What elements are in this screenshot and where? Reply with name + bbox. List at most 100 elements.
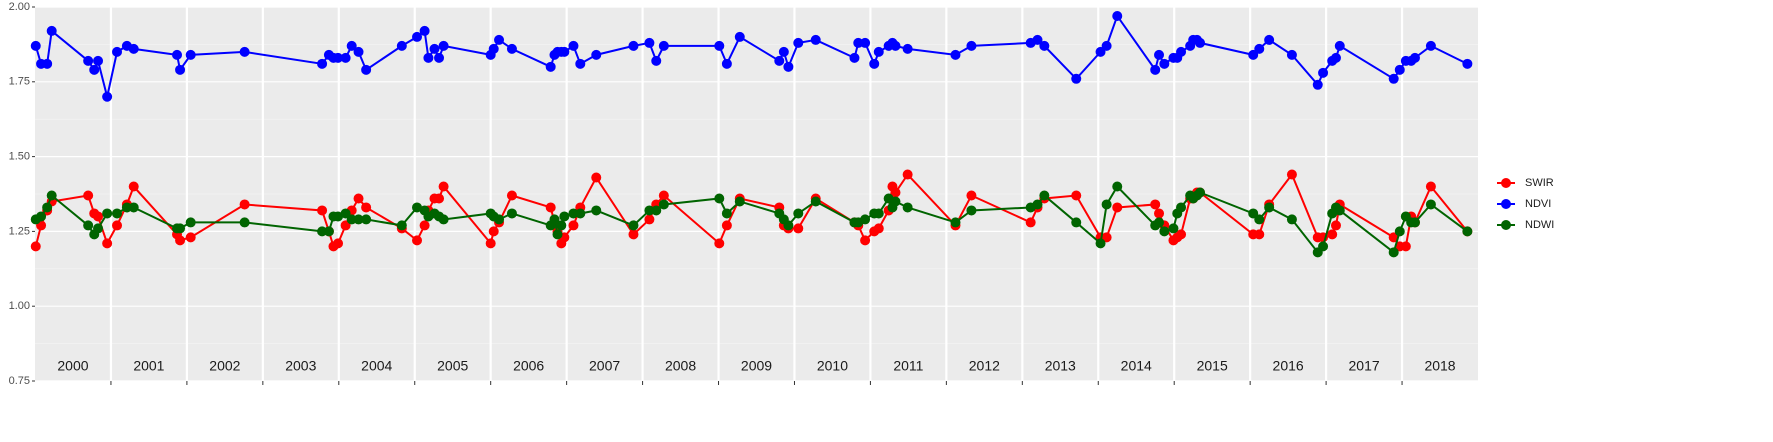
point: [734, 196, 745, 207]
point: [396, 40, 407, 51]
point: [46, 25, 57, 36]
point: [1425, 199, 1436, 210]
point: [1425, 40, 1436, 51]
point: [93, 211, 104, 222]
point: [1195, 187, 1206, 198]
point: [890, 187, 901, 198]
point: [333, 238, 344, 249]
point: [83, 220, 94, 231]
point: [810, 34, 821, 45]
y-tick-label: 0.75: [9, 375, 30, 387]
point: [849, 52, 860, 63]
point: [1159, 226, 1170, 237]
point: [860, 37, 871, 48]
year-label: 2004: [361, 358, 392, 374]
point: [434, 193, 445, 204]
year-label: 2003: [285, 358, 316, 374]
point: [1286, 169, 1297, 180]
point: [353, 46, 364, 57]
point: [1176, 229, 1187, 240]
point: [361, 202, 372, 213]
point: [121, 202, 132, 213]
point: [1071, 217, 1082, 228]
point: [1071, 73, 1082, 84]
point: [102, 208, 113, 219]
legend-label: NDWI: [1525, 219, 1554, 231]
point: [651, 205, 662, 216]
y-tick-label: 1.25: [9, 225, 30, 237]
year-label: 2017: [1349, 358, 1380, 374]
point: [83, 190, 94, 201]
point: [1150, 199, 1161, 210]
point: [1101, 199, 1112, 210]
point: [1318, 67, 1329, 78]
point: [175, 235, 186, 246]
point: [30, 241, 41, 252]
y-tick-label: 1.00: [9, 300, 30, 312]
point: [714, 238, 725, 249]
point: [1032, 199, 1043, 210]
point: [902, 169, 913, 180]
point: [438, 181, 449, 192]
point: [42, 202, 53, 213]
year-label: 2008: [665, 358, 696, 374]
point: [1334, 40, 1345, 51]
point: [1168, 223, 1179, 234]
point: [1032, 34, 1043, 45]
point: [333, 211, 344, 222]
point: [1101, 40, 1112, 51]
point: [644, 205, 655, 216]
point: [506, 190, 517, 201]
point: [873, 208, 884, 219]
point: [860, 214, 871, 225]
point: [1039, 40, 1050, 51]
point: [361, 214, 372, 225]
point: [1071, 190, 1082, 201]
point: [317, 205, 328, 216]
point: [902, 43, 913, 54]
legend-label: SWIR: [1525, 177, 1554, 189]
point: [333, 52, 344, 63]
point: [1254, 229, 1265, 240]
point: [853, 37, 864, 48]
point: [658, 199, 669, 210]
point: [966, 190, 977, 201]
year-label: 2009: [741, 358, 772, 374]
point: [419, 25, 430, 36]
year-label: 2016: [1273, 358, 1304, 374]
point: [1334, 205, 1345, 216]
point: [545, 61, 556, 72]
year-label: 2000: [57, 358, 88, 374]
point: [317, 226, 328, 237]
point: [1112, 10, 1123, 21]
point: [488, 43, 499, 54]
point: [112, 208, 123, 219]
point: [721, 58, 732, 69]
point: [353, 214, 364, 225]
point: [1095, 238, 1106, 249]
legend-label: NDVI: [1525, 198, 1551, 210]
point: [346, 214, 357, 225]
point: [185, 232, 196, 243]
point: [83, 55, 94, 66]
point: [1312, 79, 1323, 90]
point: [494, 34, 505, 45]
point: [873, 46, 884, 57]
point: [591, 49, 602, 60]
point: [396, 220, 407, 231]
point: [128, 43, 139, 54]
point: [30, 40, 41, 51]
point: [346, 40, 357, 51]
point: [185, 217, 196, 228]
point: [429, 43, 440, 54]
point: [714, 40, 725, 51]
point: [494, 214, 505, 225]
point: [1112, 181, 1123, 192]
point: [810, 196, 821, 207]
point: [1462, 226, 1473, 237]
point: [793, 208, 804, 219]
point: [556, 220, 567, 231]
point: [419, 220, 430, 231]
point: [323, 226, 334, 237]
